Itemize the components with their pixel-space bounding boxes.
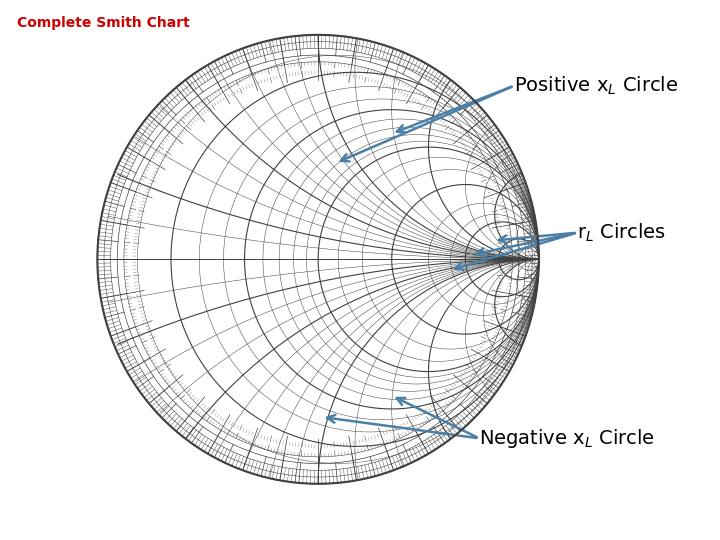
Text: Negative x$_L$ Circle: Negative x$_L$ Circle xyxy=(480,427,655,450)
Text: r$_L$ Circles: r$_L$ Circles xyxy=(577,221,667,244)
Text: Complete Smith Chart: Complete Smith Chart xyxy=(17,16,189,30)
Text: Positive x$_L$ Circle: Positive x$_L$ Circle xyxy=(514,75,679,97)
